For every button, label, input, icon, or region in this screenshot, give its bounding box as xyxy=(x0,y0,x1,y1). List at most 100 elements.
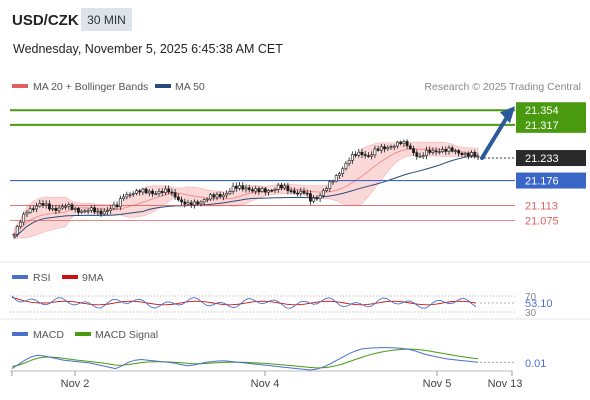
candle xyxy=(325,186,328,193)
candle xyxy=(286,182,290,195)
macd-signal-legend-swatch xyxy=(75,332,91,336)
rsi-ma-line xyxy=(11,296,477,306)
candle-body xyxy=(180,199,183,203)
candle xyxy=(99,207,103,217)
symbol-title: USD/CZK xyxy=(12,12,79,29)
candle-body xyxy=(38,203,42,207)
candle xyxy=(412,145,415,156)
level-labels-layer: 21.354 21.317 21.233 21.176 21.113 21.075 xyxy=(516,102,586,227)
candle xyxy=(473,149,477,159)
candle-body xyxy=(189,202,193,206)
candle xyxy=(86,208,90,215)
candle-body xyxy=(309,193,312,202)
candle xyxy=(205,197,209,203)
candle-body xyxy=(305,192,309,195)
candle xyxy=(389,144,393,150)
candle xyxy=(96,207,100,216)
candle xyxy=(305,189,309,197)
candle xyxy=(70,202,74,211)
candle-body xyxy=(31,208,35,210)
candle xyxy=(257,186,261,195)
candle-body xyxy=(222,194,225,198)
ma50-legend-swatch xyxy=(155,84,171,88)
candle xyxy=(263,186,267,196)
candle xyxy=(35,202,38,213)
rsi-ma-legend-swatch xyxy=(62,275,78,279)
candle xyxy=(408,143,412,150)
candles-layer xyxy=(12,139,480,238)
candle-body xyxy=(64,205,67,208)
candle-body xyxy=(476,155,480,158)
candle-body xyxy=(292,190,296,194)
candle xyxy=(373,145,377,159)
candle xyxy=(241,182,245,192)
candle xyxy=(260,186,264,193)
candle xyxy=(54,204,58,215)
candle-body xyxy=(444,149,448,152)
last-price-label-box xyxy=(516,150,586,167)
candle-body xyxy=(450,147,454,152)
candle xyxy=(15,224,19,237)
support-label-4: 21.113 xyxy=(525,200,558,212)
rsi-layer xyxy=(10,295,515,313)
candle-body xyxy=(77,208,80,213)
candle xyxy=(251,186,254,193)
candle xyxy=(376,145,380,152)
candle-body xyxy=(51,207,55,210)
candle xyxy=(425,146,428,160)
candle xyxy=(106,206,109,215)
rsi-level-70: 70 xyxy=(525,292,537,303)
candle xyxy=(437,148,441,155)
x-axis-ticks xyxy=(11,371,513,376)
candle xyxy=(135,188,138,196)
candle xyxy=(83,208,87,214)
candle xyxy=(247,184,251,193)
candle-body xyxy=(447,147,451,152)
candle-body xyxy=(196,201,200,205)
candle-body xyxy=(205,198,209,201)
timeframe-badge[interactable] xyxy=(81,8,132,31)
candle-body xyxy=(263,188,267,193)
candle xyxy=(157,188,161,197)
resistance-label-box-1 xyxy=(516,116,586,133)
candle-body xyxy=(118,198,122,207)
rsi-ma-legend-label: 9MA xyxy=(82,272,104,284)
candle xyxy=(289,187,293,194)
candle-body xyxy=(67,204,71,207)
candle-body xyxy=(418,155,422,158)
candle-body xyxy=(138,190,142,193)
candle-body xyxy=(99,210,103,215)
candle xyxy=(354,151,357,158)
candle xyxy=(292,187,296,195)
candle xyxy=(450,145,454,153)
candle-body xyxy=(399,141,403,144)
ma50-line xyxy=(13,155,479,239)
candle-body xyxy=(60,206,64,209)
candle-body xyxy=(437,151,441,153)
macd-layer xyxy=(11,347,515,371)
candle-body xyxy=(396,141,399,147)
pivot-label-box-3 xyxy=(516,172,586,189)
candle-body xyxy=(379,146,383,151)
candle-body xyxy=(251,189,254,192)
candle xyxy=(164,185,167,195)
candle xyxy=(167,185,171,195)
candle-body xyxy=(386,147,390,150)
candle-body xyxy=(425,149,428,157)
candle xyxy=(38,199,42,208)
candle xyxy=(347,157,351,167)
candle-body xyxy=(48,203,51,210)
candle-body xyxy=(357,151,361,156)
candle-body xyxy=(373,148,377,156)
candle-body xyxy=(389,146,393,148)
candle-body xyxy=(57,207,61,211)
candle xyxy=(228,188,232,196)
candle xyxy=(154,191,158,196)
x-tick-label-nov4: Nov 4 xyxy=(251,378,280,390)
candle-body xyxy=(83,210,87,213)
candle xyxy=(454,148,457,155)
candle xyxy=(25,209,29,218)
candle xyxy=(280,182,283,191)
candle xyxy=(244,184,248,193)
candle xyxy=(93,204,96,215)
